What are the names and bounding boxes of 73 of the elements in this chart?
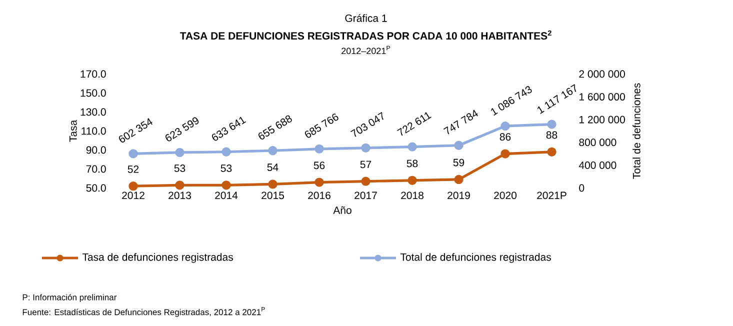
x-tick-label: 2020 [494, 192, 517, 200]
point [361, 143, 370, 153]
point [500, 149, 510, 158]
chart-subtitle: TASA DE DEFUNCIONES REGISTRADAS POR CADA 10 000 HABITANTES$^{2}$ [180, 30, 552, 40]
x-tick-label: 2021P [537, 192, 566, 200]
data-label: 747 784 [443, 110, 478, 134]
data-label: 722 611 [396, 112, 432, 136]
chart-title: Gráfica 1 [345, 14, 387, 22]
point [408, 176, 417, 185]
legend-label: Total de defunciones registradas [400, 253, 551, 263]
point [454, 140, 464, 150]
point [454, 174, 464, 184]
data-label: 58 [406, 160, 418, 168]
x-tick-label: 2018 [401, 192, 424, 200]
x-tick-label: 2012 [122, 192, 144, 200]
point [547, 120, 556, 129]
y2-axis-title: Total de defunciones [632, 83, 640, 179]
y-tick-label: 50.0 [86, 184, 106, 192]
y2-tick-label: 800 000 [579, 138, 616, 146]
x-tick-label: 2014 [215, 192, 238, 200]
point [314, 144, 324, 154]
point [500, 121, 510, 131]
data-label: 703 047 [350, 112, 384, 137]
x-tick-label: 2015 [262, 192, 284, 200]
data-label: 623 599 [166, 117, 199, 142]
y-axis-title: Tasa [70, 120, 77, 142]
y-tick-label: 70.0 [86, 165, 106, 173]
point [408, 142, 417, 152]
data-label: 54 [267, 164, 278, 172]
data-label: 602 354 [119, 118, 152, 142]
x-tick-label: 2016 [308, 192, 330, 200]
point [128, 182, 138, 191]
data-label: 1 086 743 [490, 86, 532, 116]
text: 2012–2021$^{P}$ [342, 46, 390, 54]
data-label: 633 641 [212, 116, 246, 141]
y2-tick-label: 1 600 000 [580, 93, 625, 101]
data-label: 88 [546, 131, 558, 139]
data-label: 86 [500, 133, 511, 141]
x-tick-label: 2013 [168, 192, 191, 200]
x-tick-label: 2017 [354, 192, 377, 200]
point [222, 147, 231, 156]
point [175, 148, 184, 158]
data-label: 56 [314, 162, 325, 170]
y-tick-label: 170.0 [80, 70, 106, 78]
legend-label: Tasa de defunciones registradas [82, 253, 233, 263]
data-label: 655 688 [258, 115, 292, 140]
x-axis-title: Año [333, 206, 352, 214]
data-label: 59 [453, 158, 464, 166]
y2-tick-label: 2 000 000 [579, 70, 625, 78]
point [314, 178, 324, 187]
data-label: 57 [360, 160, 372, 168]
data-label: 1 117 167 [537, 84, 576, 114]
y-tick-label: 130.0 [80, 108, 106, 116]
source-note: Fuente: Estadísticas de Defunciones Registradas, 2012 a 2021$^{P}$ [22, 307, 265, 317]
point [222, 180, 231, 190]
y-tick-label: 90.0 [86, 146, 106, 154]
data-label: 52 [128, 165, 139, 173]
point [268, 180, 278, 189]
y2-tick-label: 0 [579, 184, 584, 192]
text: P: Información preliminar [22, 294, 117, 302]
data-label: 53 [174, 164, 186, 172]
data-label: 53 [220, 164, 232, 172]
point [547, 147, 556, 156]
y2-tick-label: 1 200 000 [580, 116, 625, 124]
x-tick-label: 2019 [448, 192, 470, 200]
point [361, 176, 370, 186]
y-tick-label: 150.0 [80, 89, 106, 97]
y-tick-label: 110.0 [82, 127, 106, 135]
data-label: 685 766 [305, 114, 338, 138]
y2-tick-label: 400 000 [578, 161, 616, 169]
point [128, 149, 138, 158]
point [175, 180, 184, 190]
point [268, 146, 278, 156]
